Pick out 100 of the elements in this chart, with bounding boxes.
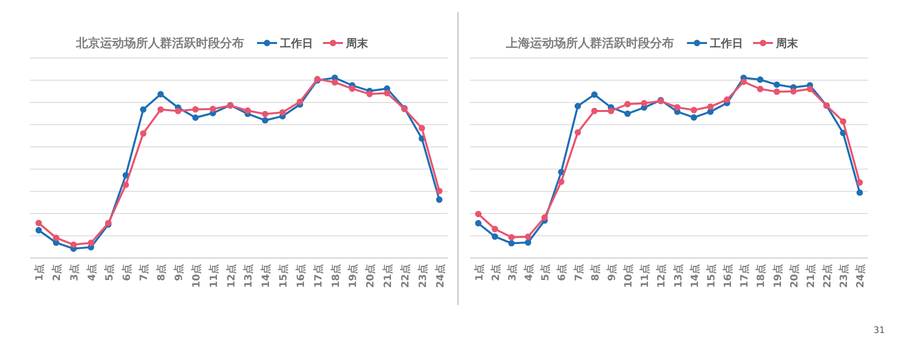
point xyxy=(757,86,764,92)
x-tick-label: 14点 xyxy=(260,264,272,288)
point xyxy=(524,234,532,240)
point xyxy=(436,196,442,203)
point xyxy=(70,241,77,248)
point xyxy=(574,129,581,136)
point xyxy=(674,104,680,111)
x-tick-label: 19点 xyxy=(347,264,360,288)
point xyxy=(524,239,532,246)
x-tick-label: 8点 xyxy=(589,264,602,281)
point xyxy=(591,108,598,114)
x-tick-label: 15点 xyxy=(705,264,718,288)
point xyxy=(690,106,698,114)
point xyxy=(332,79,338,86)
point xyxy=(856,189,863,196)
point xyxy=(640,100,648,106)
point xyxy=(366,90,373,98)
legend-label: 周末 xyxy=(775,37,799,50)
point xyxy=(492,226,498,232)
x-tick-label: 17点 xyxy=(312,264,324,288)
point xyxy=(790,88,797,95)
point xyxy=(157,106,164,113)
point xyxy=(192,114,199,121)
point xyxy=(541,214,548,221)
x-tick-label: 12点 xyxy=(225,264,238,288)
x-tick-label: 18点 xyxy=(755,264,768,288)
x-tick-label: 15点 xyxy=(278,264,290,288)
point xyxy=(262,117,268,124)
point xyxy=(210,106,216,112)
point xyxy=(36,220,42,226)
x-tick-label: 6点 xyxy=(120,264,133,281)
x-tick-label: 3点 xyxy=(68,264,81,281)
x-tick-label: 16点 xyxy=(722,264,734,288)
point xyxy=(475,210,482,218)
point xyxy=(140,106,146,113)
point xyxy=(52,234,60,242)
x-tick-label: 10点 xyxy=(190,264,202,288)
point xyxy=(279,109,286,116)
x-tick-label: 21点 xyxy=(804,264,817,288)
point xyxy=(122,182,129,188)
x-tick-label: 23点 xyxy=(416,264,429,288)
x-tick-label: 11点 xyxy=(639,264,652,288)
point xyxy=(624,110,631,117)
point xyxy=(757,76,764,83)
x-tick-label: 19点 xyxy=(772,264,784,288)
x-tick-label: 5点 xyxy=(103,264,116,281)
point xyxy=(508,240,515,246)
legend-label: 工作日 xyxy=(709,37,743,50)
x-tick-label: 13点 xyxy=(242,264,255,288)
x-tick-label: 24点 xyxy=(434,264,446,288)
legend-label: 周末 xyxy=(345,37,369,50)
legend-label: 工作日 xyxy=(279,37,313,50)
point xyxy=(707,103,714,110)
x-tick-label: 9点 xyxy=(173,264,186,281)
point xyxy=(174,108,182,114)
point xyxy=(856,179,863,186)
point xyxy=(724,96,730,103)
point xyxy=(436,188,442,194)
x-tick-label: 13点 xyxy=(672,264,684,288)
point xyxy=(349,85,356,92)
x-tick-label: 18点 xyxy=(330,264,342,288)
point xyxy=(806,86,814,92)
x-tick-label: 10点 xyxy=(622,264,635,288)
point xyxy=(384,90,390,96)
point xyxy=(418,124,426,132)
x-tick-label: 17点 xyxy=(738,264,751,288)
x-tick-label: 22点 xyxy=(399,264,412,288)
x-tick-label: 12点 xyxy=(656,264,668,288)
x-tick-label: 2点 xyxy=(51,264,64,281)
x-tick-label: 7点 xyxy=(572,264,585,281)
point xyxy=(740,78,747,85)
x-tick-label: 6点 xyxy=(556,264,568,281)
point xyxy=(475,220,482,226)
point xyxy=(624,100,631,108)
point xyxy=(840,118,846,125)
point xyxy=(244,107,251,114)
x-tick-label: 11点 xyxy=(208,264,220,288)
x-tick-label: 8点 xyxy=(156,264,168,281)
point xyxy=(574,102,581,110)
x-tick-label: 5点 xyxy=(540,264,552,281)
x-tick-label: 23点 xyxy=(838,264,850,288)
x-tick-label: 4点 xyxy=(86,264,98,281)
text: 31 xyxy=(874,326,885,336)
point xyxy=(774,88,780,95)
x-tick-label: 9点 xyxy=(606,264,618,281)
point xyxy=(296,98,304,105)
x-tick-label: 3点 xyxy=(506,264,518,281)
x-tick-label: 2点 xyxy=(490,264,502,281)
chart-title: 北京运动场所人群活跃时段分布 xyxy=(75,36,244,50)
x-tick-label: 16点 xyxy=(294,264,307,288)
x-tick-label: 22点 xyxy=(822,264,834,288)
point xyxy=(262,110,268,118)
point xyxy=(690,114,698,121)
chart-title: 上海运动场所人群活跃时段分布 xyxy=(505,36,674,50)
x-tick-label: 7点 xyxy=(138,264,150,281)
x-tick-label: 14点 xyxy=(688,264,701,288)
x-tick-label: 20点 xyxy=(788,264,800,288)
point xyxy=(558,178,564,185)
x-tick-label: 20点 xyxy=(364,264,377,288)
x-tick-label: 21点 xyxy=(382,264,394,288)
